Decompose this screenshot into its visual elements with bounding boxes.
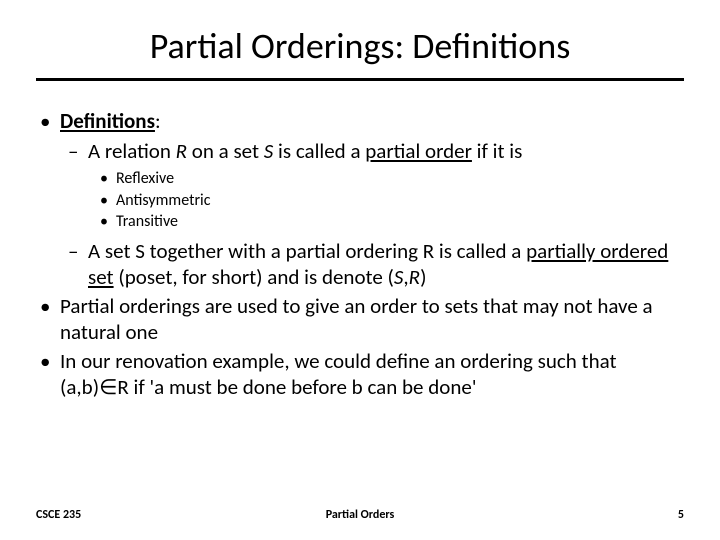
text: A relation xyxy=(88,138,176,164)
quote-close: ' xyxy=(472,374,477,400)
slide-content: Definitions: A relation R on a set S is … xyxy=(36,109,684,401)
text-R: R xyxy=(409,264,420,290)
text: R if xyxy=(117,374,149,400)
bullet-transitive: Transitive xyxy=(88,211,684,233)
text: if it is xyxy=(472,138,522,164)
text: A set S together with a partial ordering… xyxy=(88,238,526,264)
slide: Partial Orderings: Definitions Definitio… xyxy=(0,0,720,540)
bullet-antisymmetric: Antisymmetric xyxy=(88,190,684,212)
definitions-colon: : xyxy=(155,108,161,134)
bullet-poset: A set S together with a partial ordering… xyxy=(60,239,684,290)
level2-list-a: A relation R on a set S is called a part… xyxy=(60,139,684,291)
text-partial-order: partial order xyxy=(365,138,472,164)
footer: CSCE 235 Partial Orders 5 xyxy=(0,508,720,526)
bullet-definitions: Definitions: A relation R on a set S is … xyxy=(36,109,684,290)
text: ) xyxy=(420,264,426,290)
text: a must be done before b can be done xyxy=(154,374,472,400)
level1-list: Definitions: A relation R on a set S is … xyxy=(36,109,684,401)
text: on a set xyxy=(187,138,264,164)
bullet-use: Partial orderings are used to give an or… xyxy=(36,294,684,345)
bullet-renovation: In our renovation example, we could defi… xyxy=(36,349,684,400)
text: is called a xyxy=(273,138,365,164)
text-S: S xyxy=(264,138,274,164)
footer-page-number: 5 xyxy=(678,508,684,522)
bullet-relation: A relation R on a set S is called a part… xyxy=(60,139,684,233)
text: (poset, for short) and is denote ( xyxy=(114,264,394,290)
bullet-reflexive: Reflexive xyxy=(88,168,684,190)
definitions-label: Definitions xyxy=(60,108,155,134)
text-R: R xyxy=(176,138,187,164)
slide-title: Partial Orderings: Definitions xyxy=(36,24,684,81)
element-of: ∈ xyxy=(99,374,117,400)
text-S: S xyxy=(394,264,404,290)
footer-center: Partial Orders xyxy=(0,508,720,522)
level3-list: Reflexive Antisymmetric Transitive xyxy=(88,168,684,233)
